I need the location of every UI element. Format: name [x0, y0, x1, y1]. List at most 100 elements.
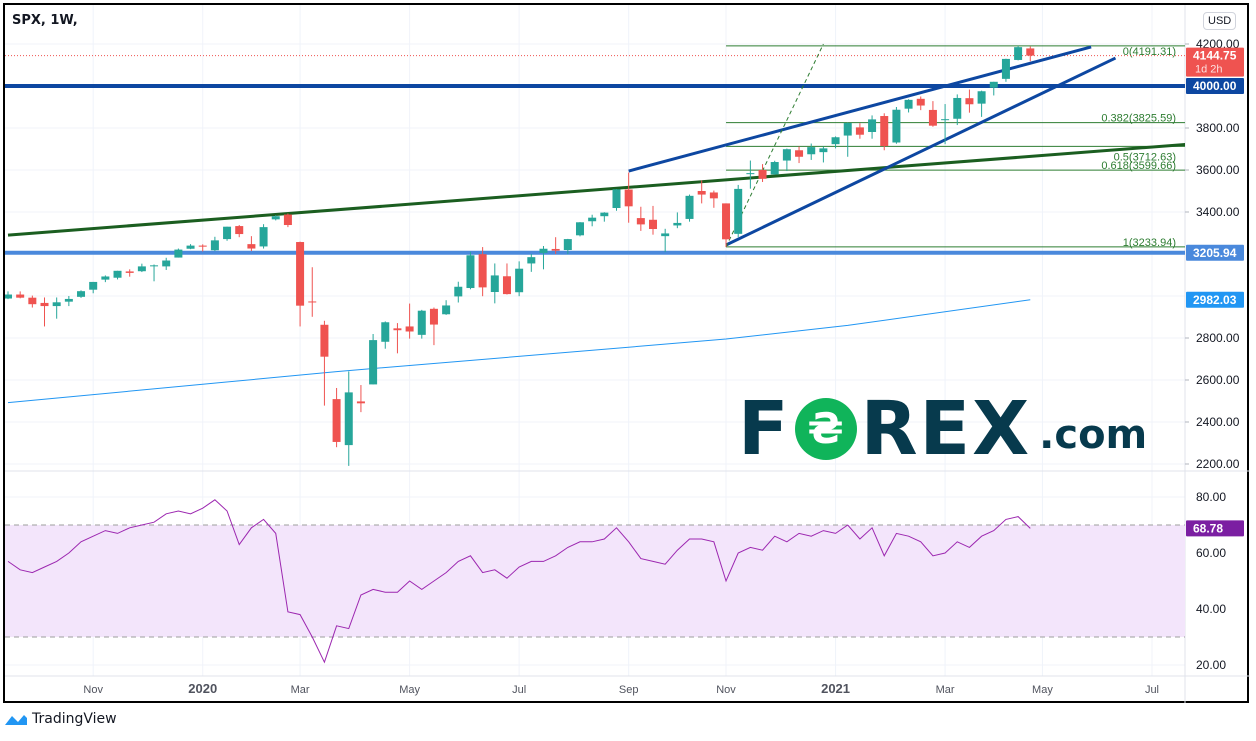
- candle-body: [649, 219, 658, 230]
- candle-body: [405, 326, 414, 332]
- candle-body: [758, 170, 767, 179]
- candle-body: [137, 266, 146, 272]
- candle-body: [624, 189, 633, 207]
- candle-body: [916, 98, 925, 106]
- candle-body: [1014, 47, 1023, 60]
- candle-body: [1026, 48, 1035, 56]
- candle-body: [28, 297, 37, 305]
- candle: [1014, 45, 1023, 61]
- candle-body: [125, 271, 134, 273]
- current-price-badge-text: 4144.75: [1193, 49, 1237, 63]
- candle: [1026, 46, 1035, 62]
- price-axis-label: 2200.00: [1196, 457, 1240, 471]
- candle: [819, 146, 828, 163]
- candle-body: [843, 122, 852, 136]
- channel-lower-line: [725, 56, 1117, 247]
- fib-level-label: 0.5(3712.63): [1114, 151, 1176, 163]
- time-axis-label: Mar: [291, 684, 310, 696]
- candle: [612, 189, 621, 211]
- candle: [174, 248, 183, 258]
- chart-frame: [3, 3, 1249, 703]
- fib-level-label: 0.618(3599.66): [1101, 160, 1176, 172]
- rsi-line: [7, 499, 1031, 664]
- candle: [843, 122, 852, 157]
- candle-body: [101, 276, 110, 280]
- fib-level-label: 0(4191.31): [1123, 46, 1176, 58]
- candle-body: [369, 340, 378, 385]
- candle: [868, 115, 877, 139]
- candle: [308, 267, 317, 317]
- candle: [697, 180, 706, 204]
- candle: [5, 291, 12, 300]
- candle-body: [490, 275, 499, 293]
- candle-body: [831, 137, 840, 145]
- candle-body: [429, 308, 438, 325]
- candle-body: [186, 245, 195, 249]
- candle-body: [855, 127, 864, 135]
- time-axis-label: Nov: [716, 684, 736, 696]
- candle: [649, 205, 658, 235]
- candle: [807, 143, 816, 160]
- candle: [198, 244, 207, 252]
- candle-body: [709, 192, 718, 199]
- candle-body: [381, 322, 390, 342]
- fib-level-label: 1(3233.94): [1123, 237, 1176, 249]
- candle: [405, 303, 414, 339]
- candle: [892, 107, 901, 144]
- candle: [283, 213, 292, 228]
- candle-body: [77, 291, 86, 297]
- candle: [673, 212, 682, 229]
- candle: [40, 297, 49, 327]
- candle-body: [210, 240, 219, 251]
- candle-body: [515, 268, 524, 293]
- candle-body: [807, 147, 816, 155]
- candle-body: [502, 276, 511, 295]
- tradingview-brand[interactable]: TradingView: [4, 711, 117, 727]
- rsi-axis-label: 60.00: [1196, 546, 1226, 560]
- level-4000-badge-text: 4000.00: [1193, 79, 1237, 93]
- time-axis-label: Jul: [512, 684, 526, 696]
- candle: [490, 263, 499, 304]
- price-pane: 0(4191.31) 0.382(3825.59) 0.5(3712.63)0.61…: [5, 43, 1185, 466]
- candle: [150, 264, 159, 282]
- candle: [393, 323, 402, 354]
- candle: [758, 164, 767, 182]
- currency-button[interactable]: USD: [1203, 12, 1237, 30]
- candle: [588, 214, 597, 227]
- channel-upper-line: [628, 45, 1092, 173]
- rsi-axis-label: 20.00: [1196, 658, 1226, 672]
- time-axis-label: 2021: [821, 681, 850, 696]
- candle-body: [344, 392, 353, 446]
- time-axis-label: Nov: [83, 684, 103, 696]
- candle: [502, 263, 511, 295]
- candle-body: [941, 119, 950, 121]
- candle: [880, 113, 889, 151]
- candle: [831, 136, 840, 149]
- candle: [563, 238, 572, 255]
- candle-body: [527, 257, 536, 264]
- candle: [454, 281, 463, 303]
- candle-body: [685, 195, 694, 219]
- candle: [551, 237, 560, 254]
- candle-body: [770, 162, 779, 175]
- candle: [624, 172, 633, 223]
- candle: [296, 241, 305, 327]
- candle-body: [174, 249, 183, 258]
- candle-body: [198, 245, 207, 247]
- candle-body: [356, 401, 365, 404]
- candle-body: [734, 188, 743, 234]
- candle-body: [64, 298, 73, 302]
- time-axis-label: 2020: [188, 681, 217, 696]
- candle: [417, 309, 426, 339]
- candle-body: [5, 294, 12, 299]
- candle: [795, 146, 804, 164]
- candle: [137, 263, 146, 273]
- candle: [356, 385, 365, 413]
- candle-body: [880, 116, 889, 147]
- brand-label: TradingView: [32, 711, 117, 727]
- candle: [770, 160, 779, 175]
- level-3205-badge-text: 3205.94: [1193, 246, 1237, 260]
- candle-body: [965, 98, 974, 105]
- candle-body: [551, 248, 560, 251]
